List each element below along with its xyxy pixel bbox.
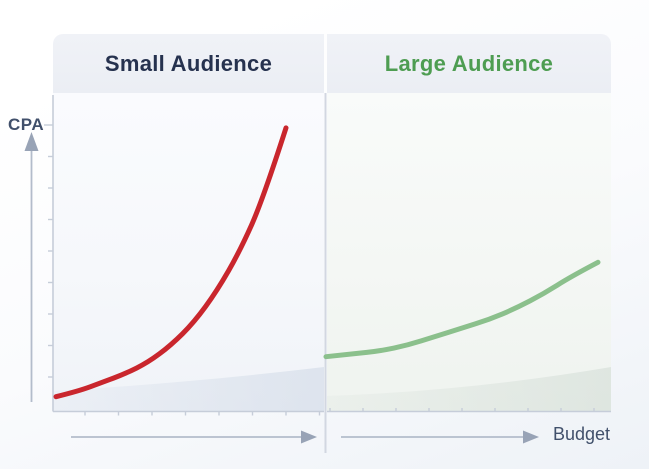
curve-large-audience bbox=[323, 259, 601, 360]
x-axis-label: Budget bbox=[553, 424, 611, 444]
baseline-wedge-large bbox=[327, 367, 611, 411]
x-axis-arrow-large-icon bbox=[341, 430, 539, 444]
panel-title-large: Large Audience bbox=[384, 50, 554, 76]
panel-title-small: Small Audience bbox=[104, 50, 273, 76]
y-axis-label: CPA bbox=[8, 115, 45, 134]
curve-small-audience bbox=[53, 125, 289, 400]
panel-header-large: Large Audience bbox=[327, 34, 611, 93]
y-axis-arrow-icon bbox=[24, 132, 39, 402]
x-axis-arrow-small-icon bbox=[71, 430, 317, 444]
plot-area-large bbox=[327, 93, 611, 411]
panel-header-small: Small Audience bbox=[53, 34, 324, 93]
baseline-wedge-small bbox=[53, 367, 324, 411]
